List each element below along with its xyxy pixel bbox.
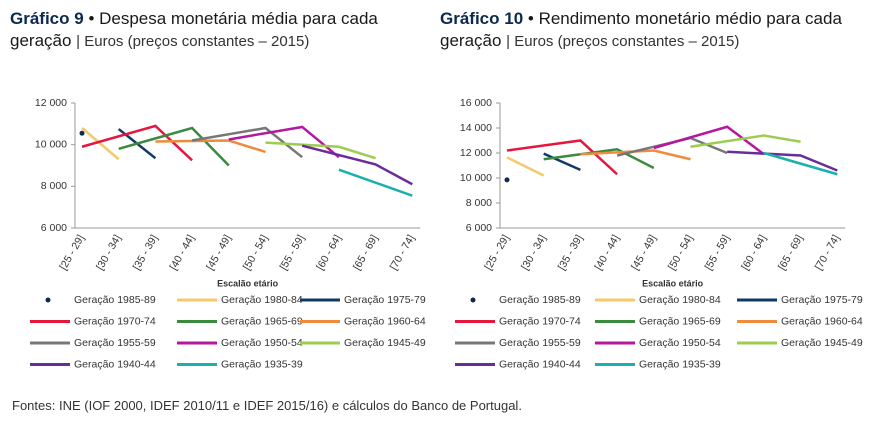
legend-label: Geração 1975-79 xyxy=(781,294,863,306)
x-tick-label: [45 - 49] xyxy=(204,233,234,272)
chart-label: Gráfico 9 xyxy=(10,9,84,28)
chart-subtitle: | Euros (preços constantes – 2015) xyxy=(76,33,310,50)
legend-label: Geração 1935-39 xyxy=(221,358,303,370)
x-tick-label: [35 - 39] xyxy=(556,233,586,272)
legend-label: Geração 1985-89 xyxy=(74,294,156,306)
y-tick-label: 8 000 xyxy=(41,180,67,192)
x-tick-label: [25 - 29] xyxy=(57,233,87,272)
legend-label: Geração 1940-44 xyxy=(74,358,156,370)
legend-label: Geração 1965-69 xyxy=(221,315,303,327)
title-block: Gráfico 10 • Rendimento monetário médio … xyxy=(440,8,870,53)
x-tick-label: [60 - 64] xyxy=(739,233,769,272)
y-tick-label: 16 000 xyxy=(460,97,492,109)
x-tick-label: [35 - 39] xyxy=(131,233,161,272)
x-tick-label: [55 - 59] xyxy=(278,233,308,272)
y-tick-label: 14 000 xyxy=(460,122,492,134)
chart-title: • Despesa monetária média para cada gera… xyxy=(10,9,378,50)
y-tick-label: 6 000 xyxy=(41,222,67,234)
x-tick-label: [65 - 69] xyxy=(776,233,806,272)
y-tick-label: 10 000 xyxy=(460,172,492,184)
y-tick-label: 8 000 xyxy=(466,197,492,209)
point xyxy=(79,130,85,136)
chart-subtitle: | Euros (preços constantes – 2015) xyxy=(506,33,740,50)
series-line xyxy=(81,127,120,161)
x-tick-label: [25 - 29] xyxy=(482,233,512,272)
legend-label: Geração 1980-84 xyxy=(639,294,721,306)
legend-marker xyxy=(45,297,51,303)
series-line xyxy=(506,156,545,177)
x-axis-title: Escalão etário xyxy=(217,278,279,288)
x-tick-label: [30 - 34] xyxy=(94,233,124,272)
legend-label: Geração 1935-39 xyxy=(639,358,721,370)
series-line xyxy=(338,168,413,197)
x-tick-label: [70 - 74] xyxy=(388,233,418,272)
legend-label: Geração 1985-89 xyxy=(499,294,581,306)
series-line xyxy=(81,124,193,162)
legend-label: Geração 1940-44 xyxy=(499,358,581,370)
chart-title: • Rendimento monetário médio para cada g… xyxy=(440,9,842,50)
legend-label: Geração 1980-84 xyxy=(221,294,303,306)
legend-label: Geração 1955-59 xyxy=(499,337,581,349)
legend-label: Geração 1950-54 xyxy=(221,337,303,349)
point xyxy=(504,177,510,183)
series-line xyxy=(191,126,303,159)
legend-label: Geração 1965-69 xyxy=(639,315,721,327)
legend-label: Geração 1975-79 xyxy=(344,294,426,306)
x-tick-label: [65 - 69] xyxy=(351,233,381,272)
x-tick-label: [50 - 54] xyxy=(241,233,271,272)
y-tick-label: 12 000 xyxy=(460,147,492,159)
series-line xyxy=(265,141,376,160)
chart-label: Gráfico 10 xyxy=(440,9,524,28)
chart: 6 000 8 000 10 000 12 000 [25 - 29] [30 - 34]… xyxy=(30,97,426,370)
x-tick-label: [40 - 44] xyxy=(167,233,197,272)
legend-label: Geração 1960-64 xyxy=(781,315,863,327)
x-tick-label: [40 - 44] xyxy=(592,233,622,272)
series-line xyxy=(118,126,230,167)
legend-label: Geração 1970-74 xyxy=(499,315,581,327)
legend-label: Geração 1945-49 xyxy=(344,337,426,349)
series-line xyxy=(506,139,618,176)
x-tick-label: [70 - 74] xyxy=(813,233,843,272)
legend-label: Geração 1960-64 xyxy=(344,315,426,327)
series-line xyxy=(580,149,691,161)
y-tick-label: 12 000 xyxy=(35,97,67,109)
series-line xyxy=(653,125,765,156)
x-tick-label: [60 - 64] xyxy=(314,233,344,272)
x-tick-label: [30 - 34] xyxy=(519,233,549,272)
legend-label: Geração 1955-59 xyxy=(74,337,156,349)
source-note: Fontes: INE (IOF 2000, IDEF 2010/11 e ID… xyxy=(12,398,522,413)
series-line xyxy=(727,150,838,172)
x-tick-label: [55 - 59] xyxy=(703,233,733,272)
legend-label: Geração 1970-74 xyxy=(74,315,156,327)
title-block: Gráfico 9 • Despesa monetária média para… xyxy=(10,8,440,53)
legend-label: Geração 1950-54 xyxy=(639,337,721,349)
x-tick-label: [45 - 49] xyxy=(629,233,659,272)
x-axis-title: Escalão etário xyxy=(642,278,704,288)
series-line xyxy=(616,136,728,157)
y-tick-label: 10 000 xyxy=(35,138,67,150)
series-line xyxy=(763,151,838,176)
x-tick-label: [50 - 54] xyxy=(666,233,696,272)
series-line xyxy=(690,134,801,148)
legend-label: Geração 1945-49 xyxy=(781,337,863,349)
series-line xyxy=(543,147,655,170)
series-line xyxy=(543,152,581,172)
series-line xyxy=(301,144,413,186)
series-line xyxy=(155,139,266,154)
y-tick-label: 6 000 xyxy=(466,222,492,234)
legend-marker xyxy=(470,297,476,303)
chart: 6 000 8 000 10 000 12 000 14 000 16 000 [25 - … xyxy=(455,97,863,370)
